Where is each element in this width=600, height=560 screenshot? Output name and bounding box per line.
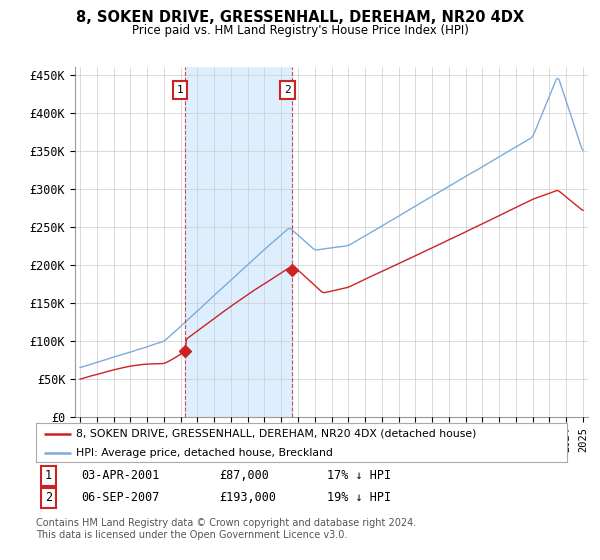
Text: 1: 1 xyxy=(176,85,183,95)
Text: 8, SOKEN DRIVE, GRESSENHALL, DEREHAM, NR20 4DX: 8, SOKEN DRIVE, GRESSENHALL, DEREHAM, NR… xyxy=(76,10,524,25)
Text: £193,000: £193,000 xyxy=(219,491,276,504)
Bar xyxy=(185,67,292,417)
Text: Price paid vs. HM Land Registry's House Price Index (HPI): Price paid vs. HM Land Registry's House … xyxy=(131,24,469,36)
Text: 1: 1 xyxy=(45,469,52,482)
Text: 06-SEP-2007: 06-SEP-2007 xyxy=(81,491,160,504)
Text: 19% ↓ HPI: 19% ↓ HPI xyxy=(327,491,391,504)
Text: 8, SOKEN DRIVE, GRESSENHALL, DEREHAM, NR20 4DX (detached house): 8, SOKEN DRIVE, GRESSENHALL, DEREHAM, NR… xyxy=(76,429,476,439)
Text: 03-APR-2001: 03-APR-2001 xyxy=(81,469,160,482)
Text: 2: 2 xyxy=(45,491,52,504)
Text: 17% ↓ HPI: 17% ↓ HPI xyxy=(327,469,391,482)
Text: £87,000: £87,000 xyxy=(219,469,269,482)
Text: HPI: Average price, detached house, Breckland: HPI: Average price, detached house, Brec… xyxy=(76,447,332,458)
Text: 2: 2 xyxy=(284,85,291,95)
Text: Contains HM Land Registry data © Crown copyright and database right 2024.
This d: Contains HM Land Registry data © Crown c… xyxy=(36,518,416,540)
